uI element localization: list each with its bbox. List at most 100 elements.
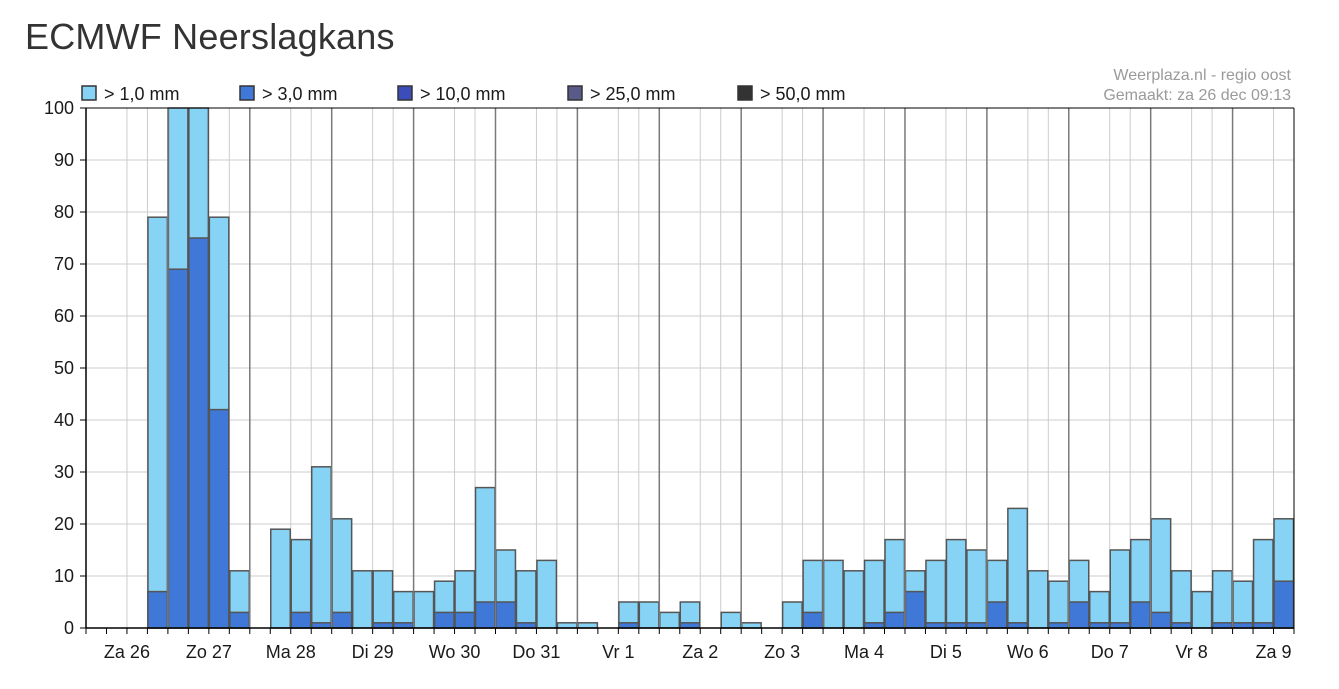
bar-gt3mm xyxy=(147,590,169,629)
bar-gt3mm xyxy=(1211,622,1233,629)
x-tick-label: Za 9 xyxy=(1256,642,1292,662)
bar-gt1mm xyxy=(925,559,947,629)
legend-item: > 50,0 mm xyxy=(737,84,846,104)
y-tick-label: 60 xyxy=(54,306,74,326)
bar-gt3mm xyxy=(863,622,885,629)
bar-gt3mm xyxy=(188,237,210,629)
legend-item: > 10,0 mm xyxy=(397,84,506,104)
bar-gt1mm xyxy=(331,518,353,629)
bar-gt3mm xyxy=(229,611,251,629)
legend-swatch xyxy=(737,85,753,101)
bar-gt1mm xyxy=(147,216,169,629)
bar-gt3mm xyxy=(802,611,824,629)
bar-gt1mm xyxy=(577,622,599,629)
bar-gt3mm xyxy=(208,408,230,629)
bar-gt3mm xyxy=(310,622,332,629)
bar-gt1mm xyxy=(1109,549,1131,629)
bar-gt1mm xyxy=(966,549,988,629)
bar-gt1mm xyxy=(413,590,435,629)
bar-gt3mm xyxy=(331,611,353,629)
y-tick-label: 0 xyxy=(64,618,74,638)
bar-gt1mm xyxy=(515,570,537,629)
x-tick-label: Ma 28 xyxy=(266,642,316,662)
x-tick-label: Za 26 xyxy=(104,642,150,662)
legend-label: > 10,0 mm xyxy=(420,84,506,104)
bar-gt3mm xyxy=(904,590,926,629)
y-tick-label: 10 xyxy=(54,566,74,586)
bar-gt3mm xyxy=(925,622,947,629)
bar-gt3mm xyxy=(474,601,496,629)
bar-gt3mm xyxy=(986,601,1008,629)
bar-gt1mm xyxy=(1027,570,1049,629)
bar-gt1mm xyxy=(270,528,291,629)
y-tick-label: 50 xyxy=(54,358,74,378)
bar-gt3mm xyxy=(1089,622,1110,629)
legend-item: > 25,0 mm xyxy=(567,84,676,104)
x-tick-label: Za 2 xyxy=(682,642,718,662)
y-tick-label: 20 xyxy=(54,514,74,534)
bar-gt1mm xyxy=(1211,570,1233,629)
bar-gt1mm xyxy=(310,466,332,629)
bar-gt1mm xyxy=(781,601,803,629)
bar-gt3mm xyxy=(884,611,906,629)
bar-gt1mm xyxy=(556,622,578,629)
legend-label: > 3,0 mm xyxy=(262,84,338,104)
bar-gt1mm xyxy=(863,559,885,629)
bar-gt1mm xyxy=(945,538,967,629)
bar-gt1mm xyxy=(1007,507,1029,629)
bar-gt3mm xyxy=(679,622,701,629)
y-tick-label: 40 xyxy=(54,410,74,430)
bar-gt3mm xyxy=(392,622,414,629)
bar-gt1mm xyxy=(1048,580,1070,629)
bar-gt3mm xyxy=(433,611,455,629)
x-tick-label: Zo 27 xyxy=(186,642,232,662)
bar-gt1mm xyxy=(740,622,762,629)
x-tick-label: Do 31 xyxy=(512,642,560,662)
x-tick-label: Do 7 xyxy=(1091,642,1129,662)
bar-gt1mm xyxy=(1191,590,1213,629)
y-tick-label: 70 xyxy=(54,254,74,274)
bar-gt1mm xyxy=(1232,580,1254,629)
bar-gt1mm xyxy=(720,611,742,629)
bar-gt1mm xyxy=(536,559,558,629)
y-tick-label: 90 xyxy=(54,150,74,170)
legend-item: > 3,0 mm xyxy=(239,84,338,104)
bar-gt1mm xyxy=(1150,518,1172,629)
bar-gt1mm xyxy=(1252,538,1274,629)
bar-gt3mm xyxy=(515,622,537,629)
x-tick-label: Wo 6 xyxy=(1007,642,1049,662)
bar-gt3mm xyxy=(1109,622,1131,629)
legend-swatch xyxy=(397,85,413,101)
bar-gt3mm xyxy=(1068,601,1090,629)
bar-gt3mm xyxy=(618,622,640,629)
chart-legend: > 1,0 mm > 3,0 mm > 10,0 mm > 25,0 mm > 50,0… xyxy=(81,84,846,104)
bar-gt1mm xyxy=(1170,570,1192,629)
bar-gt3mm xyxy=(1007,622,1029,629)
legend-swatch xyxy=(239,85,255,101)
x-tick-label: Zo 3 xyxy=(764,642,800,662)
x-tick-label: Di 5 xyxy=(930,642,962,662)
bar-gt3mm xyxy=(1170,622,1192,629)
bar-gt3mm xyxy=(454,611,476,629)
bar-gt1mm xyxy=(351,570,373,629)
y-tick-label: 100 xyxy=(44,98,74,118)
page-title: ECMWF Neerslagkans xyxy=(25,16,395,57)
x-tick-label: Di 29 xyxy=(352,642,394,662)
legend-swatch xyxy=(567,85,583,101)
legend-label: > 25,0 mm xyxy=(590,84,676,104)
x-tick-label: Ma 4 xyxy=(844,642,884,662)
credit-timestamp: Gemaakt: za 26 dec 09:13 xyxy=(1103,87,1291,104)
bar-gt3mm xyxy=(495,601,517,629)
legend-label: > 1,0 mm xyxy=(104,84,180,104)
bar-gt1mm xyxy=(372,570,394,629)
bar-gt3mm xyxy=(1252,622,1274,629)
bar-gt3mm xyxy=(167,268,189,629)
bar-gt3mm xyxy=(290,611,312,629)
bar-gt3mm xyxy=(966,622,988,629)
bar-gt3mm xyxy=(372,622,394,629)
credit-source: Weerplaza.nl - regio oost xyxy=(1113,67,1291,84)
bar-gt3mm xyxy=(1129,601,1151,629)
y-tick-label: 30 xyxy=(54,462,74,482)
bar-gt3mm xyxy=(945,622,967,629)
x-tick-label: Wo 30 xyxy=(429,642,481,662)
